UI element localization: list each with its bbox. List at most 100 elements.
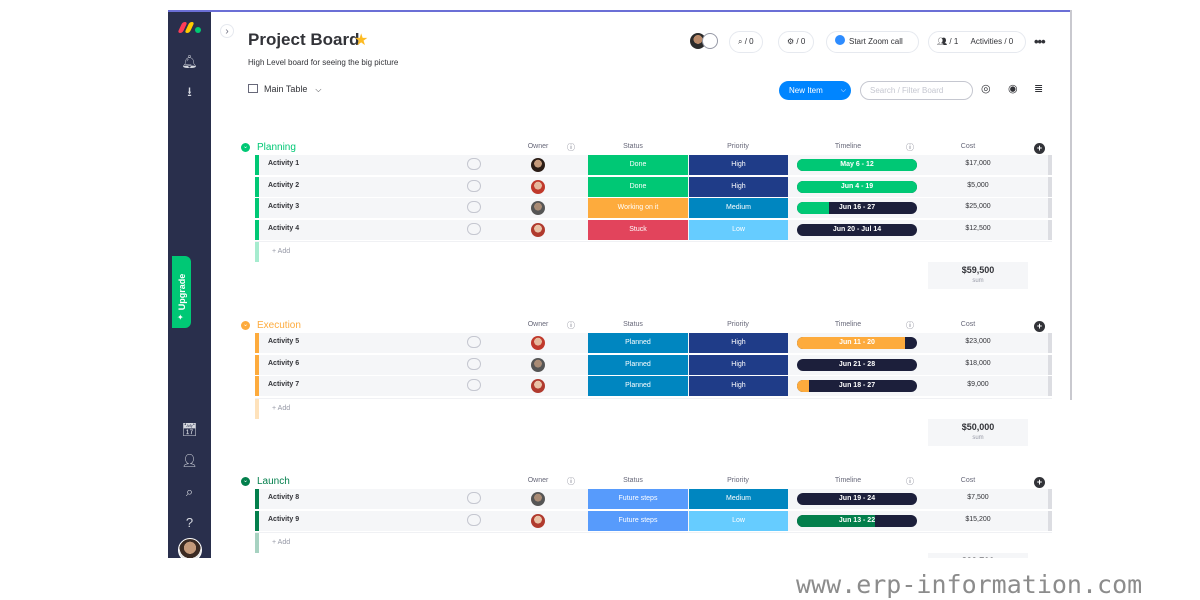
column-header-status[interactable]: Status xyxy=(623,143,643,150)
cost-cell[interactable]: $9,000 xyxy=(967,381,989,388)
item-name[interactable]: Activity 6 xyxy=(268,359,300,367)
timeline-bar[interactable]: Jun 18 - 27 xyxy=(797,380,917,392)
members-activities-button[interactable]: 👥︎ / 1 Activities / 0 xyxy=(928,31,1026,53)
favorite-star-icon[interactable]: ★ xyxy=(354,32,369,49)
timeline-bar[interactable]: Jun 16 - 27 xyxy=(797,202,917,214)
item-name[interactable]: Activity 9 xyxy=(268,515,300,523)
column-header-priority[interactable]: Priority xyxy=(727,477,749,484)
conversation-bubble-icon[interactable] xyxy=(467,158,481,170)
table-row[interactable]: Activity 7 Planned High Jun 18 - 27 $9,000 xyxy=(255,376,1052,396)
add-item-row[interactable]: + Add xyxy=(255,241,1052,262)
timeline-bar[interactable]: Jun 13 - 22 xyxy=(797,514,917,527)
owner-avatar[interactable] xyxy=(531,158,545,172)
item-name[interactable]: Activity 1 xyxy=(268,160,300,167)
item-name[interactable]: Activity 3 xyxy=(268,203,300,210)
table-row[interactable]: Activity 3 Working on it Medium Jun 16 - 27… xyxy=(255,198,1052,218)
info-icon[interactable]: ⓘ xyxy=(567,143,575,152)
table-row[interactable]: Activity 1 Done High May 6 - 12 $17,000 xyxy=(255,155,1052,175)
table-row[interactable]: Activity 8 Future steps Medium Jun 19 - 24 $… xyxy=(255,489,1052,509)
more-options-icon[interactable]: ••• xyxy=(1034,34,1046,49)
cost-cell[interactable]: $15,200 xyxy=(965,515,991,523)
timeline-bar[interactable]: Jun 11 - 20 xyxy=(797,337,917,349)
priority-cell[interactable]: Medium xyxy=(689,489,788,509)
group-collapse-icon[interactable]: ⌄ xyxy=(241,477,250,486)
table-row[interactable]: Activity 6 Planned High Jun 21 - 28 $18,000 xyxy=(255,354,1052,375)
table-row[interactable]: Activity 5 Planned High Jun 11 - 20 $23,000 xyxy=(255,333,1052,353)
cost-cell[interactable]: $5,000 xyxy=(967,181,989,189)
item-name[interactable]: Activity 7 xyxy=(268,381,300,388)
column-header-cost[interactable]: Cost xyxy=(960,321,976,328)
owner-avatar[interactable] xyxy=(531,492,545,506)
owner-avatar[interactable] xyxy=(531,201,545,215)
group-collapse-icon[interactable]: ⌄ xyxy=(241,143,250,152)
item-name[interactable]: Activity 5 xyxy=(268,338,300,345)
conversation-bubble-icon[interactable] xyxy=(467,222,481,235)
inbox-download-icon[interactable]: ⭳ xyxy=(187,84,192,99)
add-column-icon[interactable]: + xyxy=(1034,143,1045,154)
info-icon[interactable]: ⓘ xyxy=(906,143,914,152)
start-zoom-call-button[interactable]: Start Zoom call xyxy=(826,31,919,53)
activities-label[interactable]: Activities / 0 xyxy=(970,37,1014,46)
add-item-row[interactable]: + Add xyxy=(255,397,1052,419)
info-icon[interactable]: ⓘ xyxy=(906,321,914,330)
priority-cell[interactable]: Medium xyxy=(689,198,788,218)
table-row[interactable]: Activity 2 Done High Jun 4 - 19 $5,000 xyxy=(255,176,1052,197)
column-header-owner[interactable]: Owner xyxy=(527,143,549,150)
owner-avatar[interactable] xyxy=(531,357,545,372)
hide-columns-eye-icon[interactable]: ◉ xyxy=(1008,83,1018,95)
add-column-icon[interactable]: + xyxy=(1034,477,1045,488)
item-name[interactable]: Activity 4 xyxy=(268,224,300,232)
priority-cell[interactable]: High xyxy=(689,376,788,396)
cost-cell[interactable]: $23,000 xyxy=(965,338,991,345)
table-row[interactable]: Activity 9 Future steps Low Jun 13 - 22 $15,… xyxy=(255,510,1052,531)
main-table-view-selector[interactable]: Main Table ⌵ xyxy=(248,84,321,95)
priority-cell[interactable]: High xyxy=(689,354,788,375)
priority-cell[interactable]: Low xyxy=(689,510,788,531)
status-cell[interactable]: Done xyxy=(588,176,688,197)
priority-cell[interactable]: High xyxy=(689,333,788,353)
status-cell[interactable]: Working on it xyxy=(588,198,688,218)
board-description[interactable]: High Level board for seeing the big pict… xyxy=(248,58,399,67)
person-filter-icon[interactable]: ◎ xyxy=(981,83,991,95)
priority-cell[interactable]: Low xyxy=(689,219,788,240)
status-cell[interactable]: Done xyxy=(588,155,688,175)
column-header-status[interactable]: Status xyxy=(623,477,643,484)
column-header-owner[interactable]: Owner xyxy=(527,477,549,484)
status-cell[interactable]: Future steps xyxy=(588,489,688,509)
help-icon[interactable]: ? xyxy=(185,515,194,530)
board-title[interactable]: Project Board xyxy=(248,30,360,49)
column-header-cost[interactable]: Cost xyxy=(960,143,976,150)
chevron-down-icon[interactable]: ⌵ xyxy=(840,87,846,94)
column-header-priority[interactable]: Priority xyxy=(727,321,749,328)
timeline-bar[interactable]: May 6 - 12 xyxy=(797,159,917,171)
timeline-bar[interactable]: Jun 20 - Jul 14 xyxy=(797,223,917,236)
user-avatar[interactable] xyxy=(178,538,202,558)
invite-member-icon[interactable]: 👤︎ xyxy=(181,453,198,468)
conversation-bubble-icon[interactable] xyxy=(467,336,481,348)
priority-cell[interactable]: High xyxy=(689,176,788,197)
column-header-priority[interactable]: Priority xyxy=(727,143,749,150)
timeline-bar[interactable]: Jun 4 - 19 xyxy=(797,180,917,193)
conversation-bubble-icon[interactable] xyxy=(467,201,481,213)
monday-logo-icon[interactable] xyxy=(177,22,202,34)
group-title[interactable]: Execution xyxy=(257,320,301,331)
cost-cell[interactable]: $25,000 xyxy=(965,203,991,210)
search-filter-input[interactable]: Search / Filter Board xyxy=(860,81,973,100)
column-header-cost[interactable]: Cost xyxy=(960,477,976,484)
owner-avatar[interactable] xyxy=(531,379,545,393)
add-item-label[interactable]: + Add xyxy=(272,539,291,546)
add-column-icon[interactable]: + xyxy=(1034,321,1045,332)
owner-avatar[interactable] xyxy=(531,179,545,194)
cost-cell[interactable]: $17,000 xyxy=(965,160,991,167)
conversation-bubble-icon[interactable] xyxy=(467,357,481,370)
new-item-button[interactable]: New Item ⌵ xyxy=(779,81,851,100)
column-header-timeline[interactable]: Timeline xyxy=(834,143,862,150)
conversation-bubble-icon[interactable] xyxy=(467,379,481,391)
group-title[interactable]: Planning xyxy=(257,142,296,153)
filter-icon[interactable]: ≣ xyxy=(1034,83,1044,95)
integrations-button[interactable]: ⚙︎ / 0 xyxy=(778,31,815,53)
column-header-owner[interactable]: Owner xyxy=(527,321,549,328)
add-item-label[interactable]: + Add xyxy=(272,248,291,255)
search-icon[interactable]: ⌕ xyxy=(185,484,194,499)
status-cell[interactable]: Planned xyxy=(588,354,688,375)
